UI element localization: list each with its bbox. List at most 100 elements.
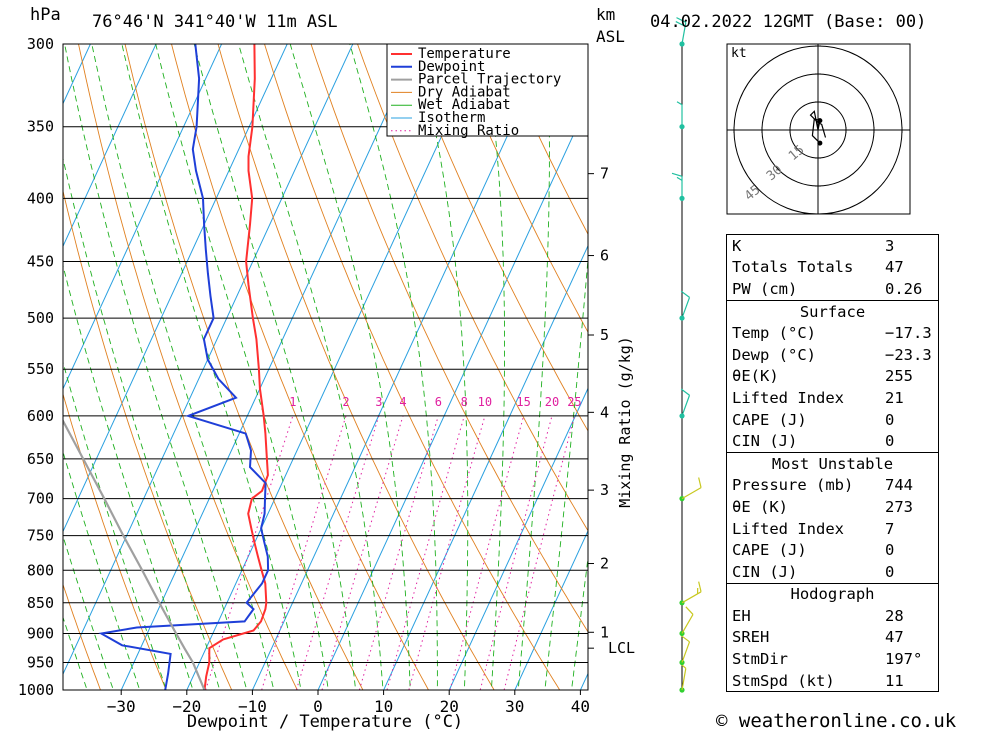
mixing-ratio-label: 2 xyxy=(342,395,349,409)
mixing-ratio-label: 6 xyxy=(435,395,442,409)
wind-barb-staff xyxy=(681,641,691,663)
wind-barb-staff xyxy=(681,668,687,691)
index-row: SREH 47 xyxy=(727,627,939,649)
mixing-ratio-line xyxy=(296,415,380,690)
wind-barb-staff xyxy=(681,614,694,634)
hodograph-trace xyxy=(809,110,827,144)
legend-box xyxy=(386,43,589,137)
wet-adiabat-line xyxy=(517,44,550,690)
km-tick-label: 7 xyxy=(600,165,609,183)
index-label: StmDir xyxy=(732,650,788,669)
wind-barb-flag xyxy=(676,101,683,106)
pressure-tick-label: 550 xyxy=(27,360,54,378)
km-tick-label: 6 xyxy=(600,247,609,265)
index-row: StmSpd (kt) 11 xyxy=(727,670,939,692)
mixing-ratio-label: 15 xyxy=(516,395,530,409)
index-label: Totals Totals xyxy=(732,258,854,277)
index-section-title: Most Unstable xyxy=(726,451,939,475)
mixing-ratio-label: 1 xyxy=(289,395,296,409)
isotherm-line xyxy=(63,44,288,533)
wet-adiabat-line xyxy=(121,44,302,690)
pressure-tick-label: 600 xyxy=(27,407,54,425)
index-row: Lifted Index 7 xyxy=(727,518,939,540)
isotherm-line xyxy=(63,44,223,391)
index-row: Dewp (°C) −23.3 xyxy=(727,344,939,366)
asl-label: ASL xyxy=(596,27,625,46)
dry-adiabat-line xyxy=(496,44,588,236)
legend-label: Dewpoint xyxy=(418,59,485,75)
mixing-ratio-label: 10 xyxy=(478,395,492,409)
x-tick-label: 10 xyxy=(374,697,393,716)
index-value: 0 xyxy=(885,562,895,581)
mixing-ratio-line xyxy=(449,415,525,690)
wet-adiabat-line xyxy=(544,253,588,690)
index-value: 28 xyxy=(885,606,904,625)
index-value: 47 xyxy=(885,628,904,647)
km-tick-label: 1 xyxy=(600,623,609,641)
legend-label: Dry Adiabat xyxy=(418,84,511,100)
wet-adiabat-line xyxy=(289,44,411,690)
wind-barb-staff xyxy=(681,591,702,604)
mixing-ratio-axis-title: Mixing Ratio (g/kg) xyxy=(616,336,634,508)
mixing-ratio-line xyxy=(358,415,439,690)
index-row: StmDir 197° xyxy=(727,648,939,670)
index-section-row: Hodograph xyxy=(726,582,939,606)
mixing-ratio-line xyxy=(386,415,465,690)
wind-barb-flag xyxy=(671,172,683,177)
profile-dewpoint xyxy=(98,44,270,690)
pressure-tick-label: 750 xyxy=(27,527,54,545)
x-tick-label: −20 xyxy=(172,697,201,716)
legend-label: Isotherm xyxy=(418,110,485,126)
index-label: Lifted Index xyxy=(732,519,844,538)
index-row: PW (cm) 0.26 xyxy=(727,278,939,300)
index-value: 0 xyxy=(885,432,895,451)
index-value: 21 xyxy=(885,388,904,407)
mixing-ratio-line xyxy=(408,415,486,690)
pressure-tick-label: 700 xyxy=(27,490,54,508)
indices-table: K 3 Totals Totals 47 PW (cm) 0.26 Surface Temp … xyxy=(726,234,939,693)
hodograph-start-dot xyxy=(817,140,823,146)
dry-adiabat-line xyxy=(403,44,588,432)
index-row: CIN (J) 0 xyxy=(727,561,939,583)
wet-adiabat-line xyxy=(63,534,114,690)
isotherm-line xyxy=(0,0,4,716)
credit-text: © weatheronline.co.uk xyxy=(716,710,957,732)
mixing-ratio-line xyxy=(503,415,575,690)
wet-adiabat-line xyxy=(415,44,469,690)
index-value: 3 xyxy=(885,236,895,255)
x-axis-title: Dewpoint / Temperature (°C) xyxy=(187,712,463,732)
lcl-label: LCL xyxy=(608,639,635,657)
pressure-tick-label: 1000 xyxy=(18,681,54,699)
mixing-ratio-labels: 1 2 3 4 6 8 10 15 20 25 xyxy=(289,395,581,409)
pressure-tick-label: 300 xyxy=(27,35,54,53)
x-tick-label: −30 xyxy=(107,697,136,716)
wind-barb-staff xyxy=(681,395,691,417)
mixing-ratio-label: 4 xyxy=(399,395,406,409)
index-label: Temp (°C) xyxy=(732,324,816,343)
hodograph-plot xyxy=(727,44,910,214)
index-value: 744 xyxy=(885,476,913,495)
index-section-title: Surface xyxy=(726,299,939,323)
legend-label: Temperature xyxy=(418,46,511,62)
plot-frame xyxy=(62,43,589,691)
index-section-row: Most Unstable xyxy=(726,451,939,475)
wind-barb-flag xyxy=(680,290,690,298)
index-row: CIN (J) 0 xyxy=(727,430,939,452)
x-tick-label: 40 xyxy=(571,697,590,716)
index-row: Lifted Index 21 xyxy=(727,387,939,409)
hodograph-dot xyxy=(817,118,823,124)
mixing-ratio-line xyxy=(321,415,404,690)
wind-barb-flag xyxy=(680,635,690,643)
index-value: 197° xyxy=(885,650,923,669)
index-label: θE(K) xyxy=(732,367,779,386)
isotherm-line xyxy=(317,101,588,690)
wet-adiabat-line xyxy=(63,156,221,690)
mixing-ratio-line xyxy=(205,415,294,690)
index-value: 47 xyxy=(885,258,904,277)
index-section-title: Hodograph xyxy=(726,582,939,606)
index-label: CIN (J) xyxy=(732,562,798,581)
index-section-row: Surface xyxy=(726,299,939,323)
